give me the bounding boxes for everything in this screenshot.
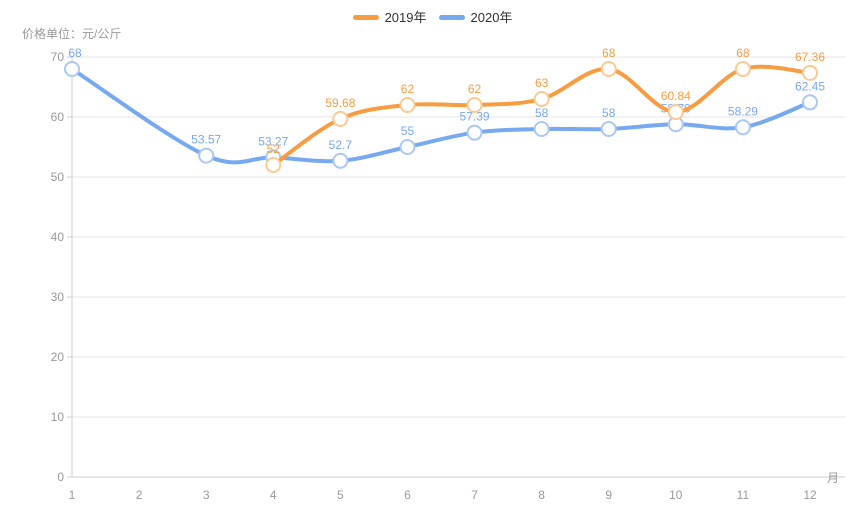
x-tick-label: 8 [538, 488, 545, 502]
x-tick-label: 10 [669, 488, 683, 502]
legend-item-2019[interactable]: 2019年 [352, 10, 427, 25]
data-point-2020-month-5[interactable] [332, 152, 349, 169]
y-axis-name: 价格单位：元/公斤 [22, 27, 122, 41]
data-point-2020-month-8[interactable] [533, 121, 550, 137]
value-label-2019-month-12: 67.36 [795, 50, 825, 64]
x-tick-label: 4 [270, 488, 277, 502]
x-axis-name: 月 [827, 471, 839, 485]
y-tick-label: 0 [57, 470, 64, 484]
legend-label-2019: 2019年 [384, 10, 427, 25]
legend-label-2020: 2020年 [470, 10, 513, 25]
y-tick-label: 20 [51, 350, 65, 364]
data-point-2019-month-12[interactable] [802, 64, 818, 81]
value-label-2020-month-5: 52.7 [329, 138, 353, 152]
data-point-2020-month-11[interactable] [734, 119, 751, 136]
data-point-2019-month-5[interactable] [332, 110, 349, 127]
value-label-2019-month-10: 60.84 [661, 89, 691, 103]
data-point-2019-month-6[interactable] [399, 97, 416, 113]
value-label-2019-month-6: 62 [401, 82, 415, 96]
y-tick-label: 50 [51, 170, 65, 184]
data-point-2020-month-1[interactable] [64, 61, 80, 77]
value-label-2019-month-4: 52 [267, 142, 281, 156]
x-tick-label: 9 [605, 488, 612, 502]
value-label-2020-month-3: 53.57 [191, 133, 221, 147]
x-tick-label: 2 [136, 488, 143, 502]
y-tick-label: 70 [51, 50, 65, 64]
value-label-2020-month-6: 55 [401, 124, 415, 138]
value-label-2020-month-7: 57.39 [460, 110, 490, 124]
series-line-2020 [70, 67, 812, 165]
legend-line-swatch-2020-icon [438, 15, 465, 20]
value-label-2020-month-8: 58 [535, 106, 549, 120]
value-label-2020-month-1: 68 [68, 46, 82, 60]
x-tick-label: 11 [737, 488, 750, 502]
x-tick-label: 3 [203, 488, 210, 502]
chart-legend: 2019年 2020年 [0, 10, 865, 25]
value-label-2019-month-5: 59.68 [325, 96, 355, 110]
y-tick-label: 60 [51, 110, 65, 124]
legend-line-swatch-2019-icon [352, 15, 379, 20]
data-point-2020-month-6[interactable] [399, 139, 416, 155]
data-point-2020-month-12[interactable] [802, 94, 818, 111]
value-label-2020-month-11: 58.29 [728, 104, 758, 118]
x-tick-label: 5 [337, 488, 344, 502]
legend-item-2020[interactable]: 2020年 [438, 10, 513, 25]
x-tick-label: 7 [471, 488, 478, 502]
data-point-2020-month-7[interactable] [466, 124, 483, 141]
data-point-2019-month-7[interactable] [466, 97, 483, 113]
data-point-2019-month-8[interactable] [533, 91, 550, 107]
data-point-2019-month-9[interactable] [600, 61, 617, 77]
value-label-2019-month-8: 63 [535, 76, 549, 90]
data-point-2019-month-4[interactable] [265, 157, 282, 173]
x-tick-label: 12 [803, 488, 817, 502]
y-tick-label: 10 [51, 410, 65, 424]
data-point-2020-month-3[interactable] [198, 147, 215, 164]
value-label-2019-month-7: 62 [468, 82, 482, 96]
value-label-2020-month-9: 58 [602, 106, 616, 120]
data-point-2020-month-9[interactable] [600, 121, 617, 137]
value-label-2020-month-12: 62.45 [795, 79, 825, 93]
value-label-2019-month-9: 68 [602, 46, 616, 60]
y-tick-label: 40 [51, 230, 65, 244]
value-label-2019-month-11: 68 [736, 46, 750, 60]
y-tick-label: 30 [51, 290, 65, 304]
value-label-2020-month-4: 53.27 [258, 134, 288, 148]
x-tick-label: 1 [69, 488, 76, 502]
x-tick-label: 6 [404, 488, 411, 502]
data-point-2019-month-11[interactable] [734, 61, 751, 77]
data-point-2019-month-10[interactable] [667, 103, 684, 120]
